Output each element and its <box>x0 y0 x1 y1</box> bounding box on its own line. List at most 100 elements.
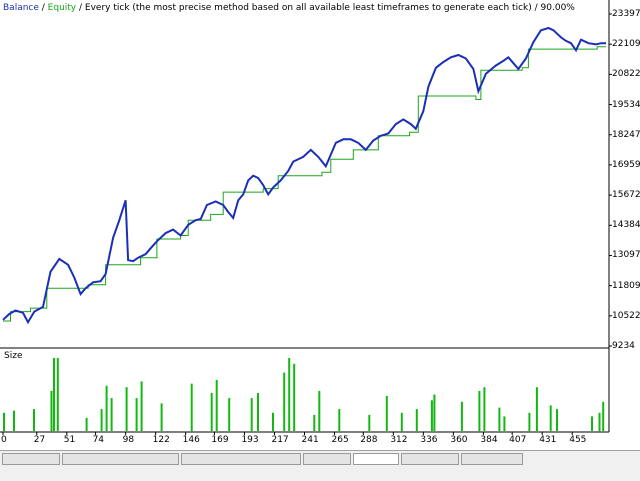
size-bar <box>528 412 531 432</box>
size-bar <box>313 414 316 431</box>
tab[interactable] <box>181 453 301 465</box>
size-bar <box>257 393 259 431</box>
equity-line <box>2 26 606 325</box>
y-tick-label: 23397 <box>612 9 640 19</box>
size-bar <box>13 410 15 431</box>
size-bar <box>53 358 55 431</box>
y-ticks <box>609 13 612 347</box>
size-bar <box>3 412 5 432</box>
legend-equity: Equity <box>47 3 77 13</box>
bottom-tab-strip <box>0 450 640 481</box>
size-bar <box>210 393 213 431</box>
x-tick-label: 288 <box>360 435 378 445</box>
x-tick-label: 122 <box>152 435 170 445</box>
size-bar <box>33 409 35 431</box>
size-bar <box>250 398 253 431</box>
size-bar <box>483 387 486 431</box>
x-tick-label: 265 <box>331 435 349 445</box>
size-bar <box>135 398 138 431</box>
size-panel-label: Size <box>4 351 23 361</box>
tab[interactable] <box>62 453 179 465</box>
y-tick-label: 13097 <box>612 250 640 261</box>
size-bar <box>549 405 552 431</box>
size-bar <box>535 387 538 431</box>
size-bar <box>503 416 506 431</box>
size-bar <box>110 398 113 431</box>
legend-separator: / <box>531 3 541 13</box>
size-bar <box>338 409 341 431</box>
tab[interactable] <box>303 453 351 465</box>
x-tick-label: 384 <box>480 435 498 445</box>
size-bar <box>602 401 605 431</box>
size-bar <box>293 363 296 431</box>
size-bar <box>400 412 403 432</box>
size-bar <box>288 358 291 431</box>
y-tick-label: 10522 <box>612 310 640 321</box>
size-bar <box>598 412 601 432</box>
size-bar <box>591 416 593 431</box>
y-tick-label: 22109 <box>612 39 640 50</box>
size-bar <box>272 412 274 432</box>
y-tick-label: 18247 <box>612 129 640 140</box>
x-tick-label: 146 <box>182 435 200 445</box>
legend-separator: / <box>76 3 85 13</box>
y-tick-label: 15672 <box>612 190 640 201</box>
legend-quality: 90.00% <box>540 3 575 13</box>
size-bar <box>318 390 321 432</box>
size-bar <box>215 379 218 431</box>
tab[interactable] <box>401 453 459 465</box>
tab-active[interactable] <box>353 453 399 465</box>
tab[interactable] <box>461 453 523 465</box>
x-tick-label: 98 <box>122 435 135 445</box>
size-bar <box>190 383 193 432</box>
size-bar <box>385 396 388 431</box>
chart-legend: Balance / Equity / Every tick (the most … <box>3 2 575 14</box>
size-histogram <box>3 358 605 432</box>
tab[interactable] <box>2 453 60 465</box>
size-bar <box>433 394 436 431</box>
size-bar <box>140 381 143 431</box>
y-tick-label: 14384 <box>612 220 640 231</box>
x-tick-label: 51 <box>63 435 76 445</box>
y-tick-label: 20822 <box>612 69 640 80</box>
size-bar <box>478 390 481 432</box>
y-tick-label: 19534 <box>612 99 640 110</box>
x-tick-label: 312 <box>390 435 408 445</box>
x-tick-label: 407 <box>509 435 527 445</box>
legend-balance: Balance <box>3 3 39 13</box>
size-bar <box>460 401 463 431</box>
x-tick-label: 193 <box>241 435 259 445</box>
x-tick-label: 74 <box>92 435 105 445</box>
size-bar <box>368 414 371 431</box>
size-bar <box>100 409 103 431</box>
y-tick-label: 16959 <box>612 159 640 170</box>
x-tick-label: 360 <box>450 435 468 445</box>
x-ticks <box>2 432 573 435</box>
size-bar <box>430 400 433 431</box>
size-bar <box>160 403 163 431</box>
x-tick-label: 217 <box>271 435 289 445</box>
y-tick-label: 11809 <box>612 280 640 291</box>
size-bar <box>125 387 128 431</box>
size-bar <box>85 417 88 431</box>
x-tick-label: 241 <box>301 435 319 445</box>
size-bar <box>105 385 108 431</box>
x-tick-label: 336 <box>420 435 438 445</box>
x-tick-label: 27 <box>33 435 46 445</box>
legend-separator: / <box>38 3 48 13</box>
size-bar <box>556 409 558 431</box>
series-lines <box>2 26 606 325</box>
size-bar <box>498 407 501 431</box>
size-bar <box>228 398 231 431</box>
x-tick-label: 455 <box>569 435 587 445</box>
x-tick-label: 0 <box>1 435 7 445</box>
y-tick-label: 9234 <box>612 341 635 351</box>
size-bar <box>50 390 53 432</box>
x-tick-label: 431 <box>539 435 557 445</box>
balance-line <box>3 46 606 322</box>
x-tick-label: 169 <box>211 435 229 445</box>
legend-method: Every tick (the most precise method base… <box>84 3 532 13</box>
size-bar <box>415 409 418 431</box>
size-bar <box>283 372 286 431</box>
